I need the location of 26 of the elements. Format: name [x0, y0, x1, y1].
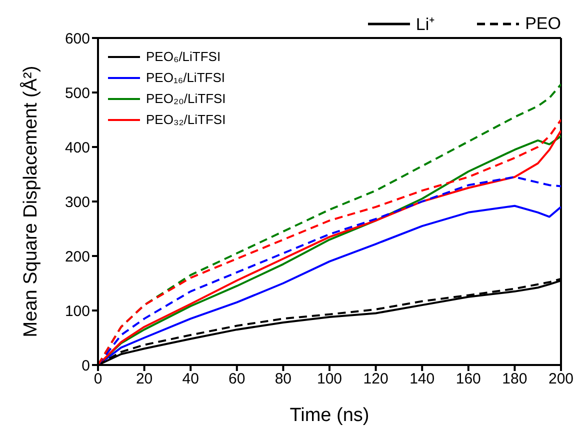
y-tick-label: 400: [64, 139, 90, 156]
x-tick-label: 60: [228, 370, 246, 388]
x-tick-label: 80: [274, 370, 292, 388]
y-tick-label: 300: [64, 194, 90, 211]
x-tick-label: 20: [136, 370, 153, 388]
y-tick-label: 0: [82, 357, 90, 374]
x-tick-label: 120: [363, 370, 388, 388]
x-axis-title: Time (ns): [290, 405, 370, 426]
legend-label: PEO₆/LiTFSI: [146, 49, 221, 64]
legend-label: PEO₃₂/LiTFSI: [146, 112, 226, 127]
y-axis-title: Mean Square Displacement (Å²): [20, 66, 42, 338]
y-tick-label: 100: [64, 302, 90, 320]
y-tick-label: 500: [64, 84, 90, 102]
x-tick-label: 140: [410, 370, 435, 388]
x-tick-label: 100: [316, 370, 342, 388]
legend-label: PEO₂₀/LiTFSI: [146, 91, 226, 106]
x-tick-label: 40: [182, 370, 199, 388]
legend-label: PEO₁₆/LiTFSI: [146, 70, 225, 85]
x-tick-label: 160: [456, 370, 481, 388]
text: PEO: [525, 14, 561, 34]
x-tick-label: 200: [548, 370, 574, 388]
y-tick-label: 200: [64, 248, 90, 266]
text: Li⁺: [416, 14, 436, 35]
x-tick-label: 180: [502, 370, 528, 388]
y-tick-label: 600: [64, 30, 90, 48]
x-tick-label: 0: [94, 370, 102, 388]
